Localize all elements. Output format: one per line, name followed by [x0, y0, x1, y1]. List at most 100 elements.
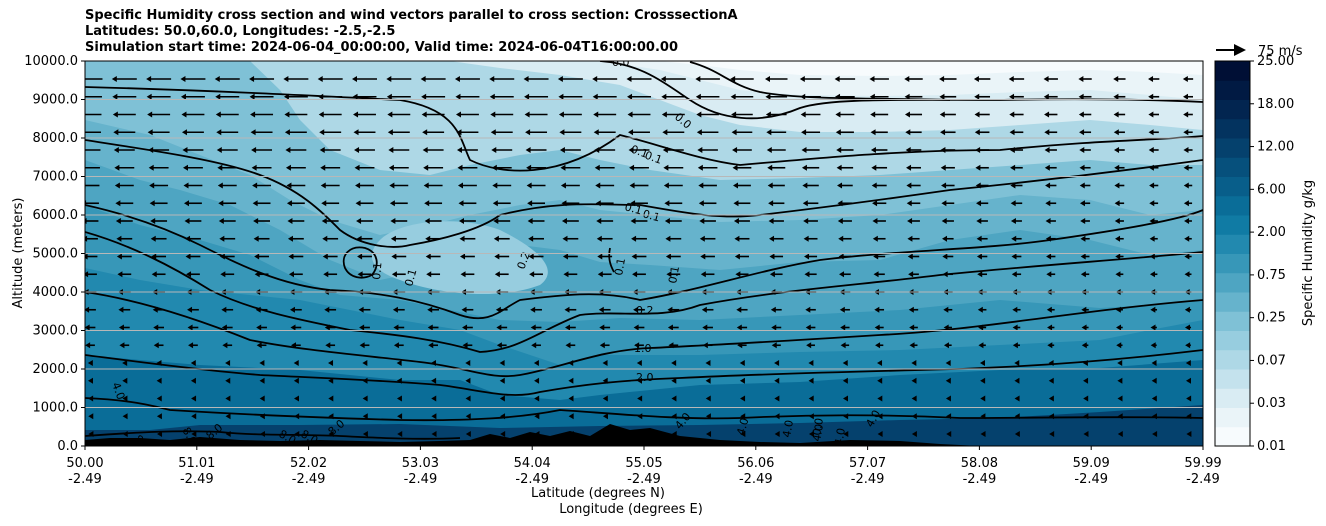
colorbar-tick-label: 0.25	[1257, 311, 1286, 326]
wind-vector	[353, 111, 376, 118]
wind-vector	[1046, 271, 1056, 278]
wind-vector	[875, 342, 884, 349]
wind-vector	[286, 200, 305, 207]
wind-vector	[256, 324, 267, 331]
wind-vector	[1182, 76, 1194, 82]
wind-vector	[874, 324, 884, 331]
wind-vector	[1012, 324, 1021, 331]
wind-vector	[460, 253, 475, 260]
wind-vector	[1150, 342, 1157, 349]
wind-vector	[731, 129, 753, 136]
wind-vector	[259, 360, 265, 366]
wind-vector	[565, 342, 576, 349]
colorbar-label: Specific Humidity g/kg	[1301, 180, 1316, 326]
contour-label-10: 0.1	[612, 257, 628, 276]
wind-vector	[592, 76, 618, 82]
wind-vector	[431, 413, 437, 420]
wind-vector	[664, 218, 682, 224]
quiver-key: 75 m/s	[1216, 44, 1303, 59]
wind-vector	[494, 271, 509, 278]
wind-vector	[560, 164, 581, 171]
wind-vector	[499, 377, 505, 384]
wind-vector	[256, 342, 267, 349]
wind-vector	[526, 164, 547, 171]
wind-vector	[1114, 182, 1125, 189]
wind-vector	[629, 182, 649, 189]
wind-vector	[387, 111, 411, 118]
wind-vector	[525, 129, 548, 136]
wind-vector	[259, 395, 265, 402]
wind-vector	[386, 93, 411, 100]
wind-vector	[1184, 218, 1192, 224]
x-tick-label-lat: 52.02	[290, 456, 327, 471]
wind-vector	[628, 147, 650, 153]
wind-vector	[871, 182, 887, 189]
wind-vector	[592, 93, 617, 100]
wind-vector	[980, 395, 986, 402]
contour-label-8: 1.0	[634, 342, 652, 355]
wind-vector	[1079, 182, 1091, 189]
colorbar-swatch	[1215, 349, 1250, 370]
wind-vector	[489, 93, 514, 100]
wind-vector	[627, 93, 651, 100]
wind-vector	[524, 111, 548, 118]
wind-vector	[733, 218, 750, 224]
wind-vector	[465, 431, 471, 437]
wind-vector	[941, 200, 955, 207]
wind-vector	[531, 342, 541, 349]
wind-vector	[597, 271, 612, 278]
wind-vector	[705, 395, 711, 402]
wind-vector	[803, 218, 818, 224]
wind-vector	[667, 324, 679, 331]
wind-vector	[1009, 111, 1024, 118]
wind-vector	[838, 235, 852, 242]
wind-vector	[500, 431, 506, 437]
wind-vector	[215, 93, 240, 100]
y-tick-label: 10000.0	[24, 54, 78, 69]
wind-vector	[1010, 200, 1023, 207]
wind-vector	[698, 200, 717, 207]
chart-title-line-3: Simulation start time: 2024-06-04_00:00:…	[85, 40, 678, 55]
colorbar-swatch	[1215, 311, 1250, 331]
wind-vector	[114, 182, 134, 189]
wind-vector	[836, 147, 854, 153]
y-tick-label: 1000.0	[33, 401, 79, 416]
wind-vector	[671, 377, 677, 384]
wind-vector	[593, 129, 616, 136]
wind-vector	[358, 306, 371, 313]
wind-vector	[321, 200, 340, 207]
wind-vector	[593, 111, 617, 118]
wind-vector	[1148, 147, 1159, 153]
wind-vector	[843, 431, 849, 437]
wind-vector	[631, 253, 647, 260]
contour-label-7: 0.2	[636, 304, 654, 317]
wind-vector	[873, 271, 885, 278]
wind-vector	[1012, 342, 1021, 349]
x-axis: 50.00-2.4951.01-2.4952.02-2.4953.03-2.49…	[66, 446, 1222, 487]
wind-vector	[1080, 271, 1090, 278]
contour-label-18: 4.0	[810, 423, 826, 442]
wind-vector	[1079, 200, 1091, 207]
wind-vector	[252, 182, 272, 189]
wind-vector	[974, 111, 990, 118]
wind-vector	[1044, 111, 1058, 118]
wind-vector	[530, 306, 542, 313]
contour-label-12: 0.1	[370, 262, 384, 281]
wind-vector	[182, 147, 204, 153]
wind-vector	[1151, 377, 1157, 384]
wind-vector	[359, 342, 370, 349]
contour-line-0.1-upper	[85, 86, 1203, 172]
wind-vector	[431, 395, 437, 402]
wind-vector	[700, 271, 715, 278]
wind-vector	[939, 111, 956, 118]
wind-vector	[533, 360, 539, 366]
wind-vector	[602, 395, 608, 402]
wind-vector	[801, 129, 821, 136]
wind-vector	[457, 164, 478, 171]
wind-vector	[85, 253, 98, 260]
colorbar-swatch	[1215, 426, 1250, 447]
wind-vector	[492, 182, 512, 189]
colorbar-swatch	[1215, 272, 1250, 293]
colorbar-swatch	[1215, 253, 1250, 274]
wind-vector	[808, 360, 814, 366]
